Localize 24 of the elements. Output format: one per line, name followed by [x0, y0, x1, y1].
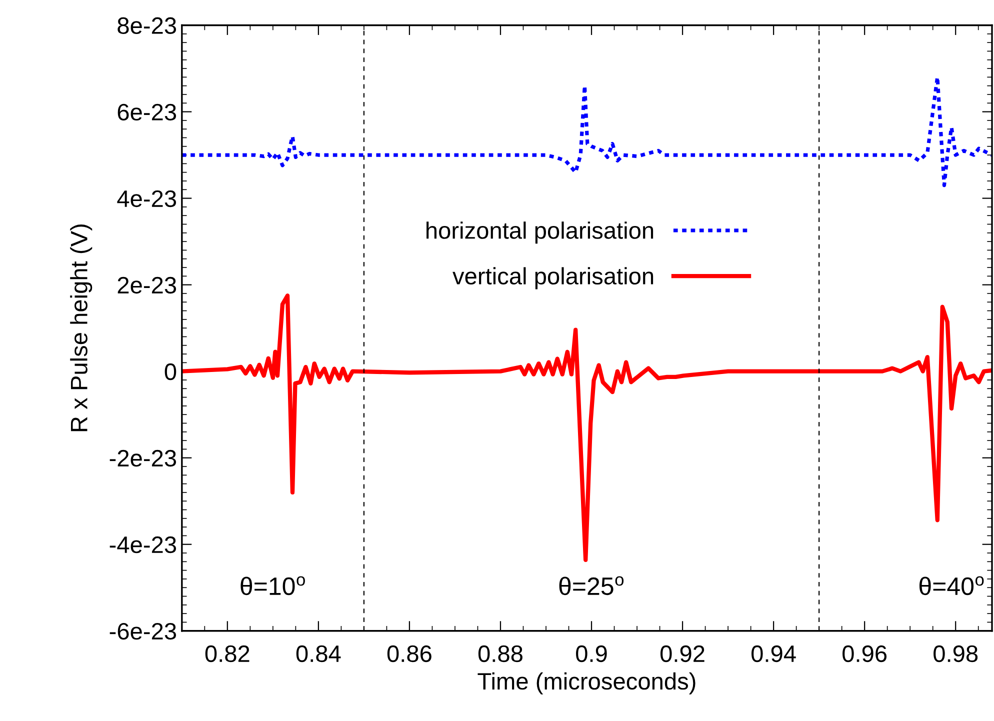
x-tick-label: 0.84: [296, 645, 341, 662]
x-tick-label: 0.88: [478, 645, 522, 662]
annotation: θ=25$^{o}$: [559, 576, 624, 596]
annotation: θ=40$^{o}$: [919, 576, 984, 596]
x-tick-label: 0.98: [934, 645, 978, 662]
y-tick-label: 4e-23: [117, 190, 176, 208]
x-tick-label: 0.86: [387, 645, 432, 662]
y-tick-label: -2e-23: [110, 450, 176, 467]
x-tick-label: 0.82: [205, 645, 250, 662]
legend-label: horizontal polarisation: [426, 222, 654, 244]
y-axis-title: R x Pulse height (V): [70, 224, 92, 432]
x-axis-title: Time (microseconds): [478, 672, 696, 694]
y-tick-label: -4e-23: [110, 536, 176, 554]
y-tick-label: -6e-23: [110, 622, 176, 640]
y-tick-label: 8e-23: [118, 17, 176, 34]
x-tick-label: 0.94: [752, 645, 796, 662]
legend-label: vertical polarisation: [452, 267, 654, 290]
x-tick-label: 0.9: [576, 645, 607, 662]
x-tick-label: 0.96: [842, 645, 887, 662]
x-tick-label: 0.92: [660, 645, 704, 662]
annotation: θ=10$^{o}$: [240, 576, 305, 596]
y-tick-label: 6e-23: [118, 104, 176, 121]
y-tick-label: 0: [164, 363, 176, 380]
y-tick-label: 2e-23: [118, 276, 176, 294]
